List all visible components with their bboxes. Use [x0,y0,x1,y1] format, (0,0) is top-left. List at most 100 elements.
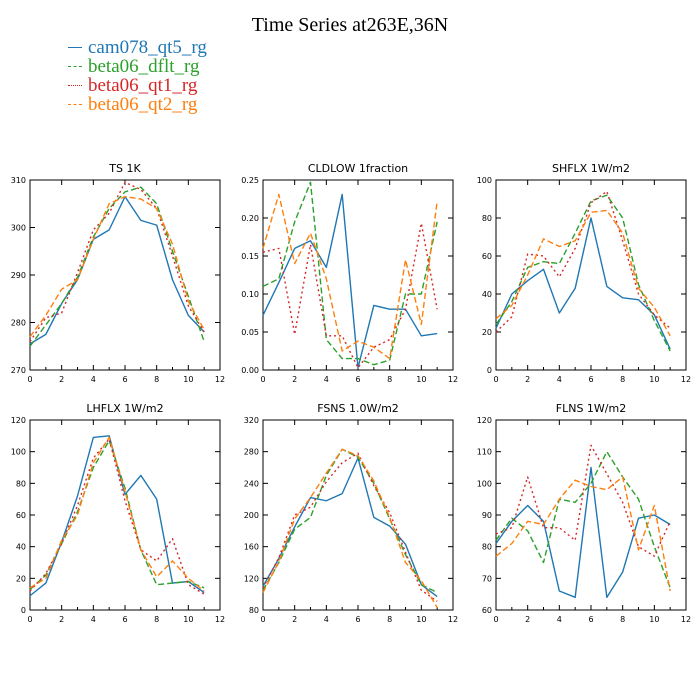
panel-title: FSNS 1.0W/m2 [317,402,399,415]
x-tick-label: 4 [91,375,96,384]
x-tick-label: 0 [493,615,498,624]
panel-6: FLNS 1W/m2 60 70 80 90 100 110 120 0 2 4 6 8 10 12 [477,402,691,624]
x-tick-label: 8 [620,375,625,384]
y-tick-label: 0.05 [241,328,259,337]
panel-4: LHFLX 1W/m2 0 20 40 60 80 100 120 0 2 4 6 8 10 12 [11,402,225,624]
legend-item-dflt: beta06_dflt_rg [68,57,207,76]
x-tick-label: 10 [416,615,426,624]
x-tick-label: 6 [588,375,593,384]
y-tick-label: 300 [11,224,26,233]
y-tick-label: 20 [16,574,26,583]
legend-item-qt2: beta06_qt2_rg [68,95,207,114]
y-tick-label: 160 [244,543,259,552]
series-line-beta06_dflt_rg [262,181,438,366]
panel-title: SHFLX 1W/m2 [552,162,630,175]
y-tick-label: 60 [482,606,492,615]
series-line-beta06_dflt_rg [262,448,438,594]
x-tick-label: 6 [355,375,360,384]
y-tick-label: 40 [16,543,26,552]
y-tick-label: 200 [244,511,259,520]
x-tick-label: 2 [292,375,297,384]
series-line-beta06_qt2_rg [495,476,671,592]
x-tick-label: 10 [649,615,659,624]
legend-swatch-qt2 [68,104,82,106]
x-tick-label: 10 [649,375,659,384]
series-line-beta06_qt2_rg [29,195,205,338]
series-line-cam078_qt5_rg [262,457,438,598]
series-line-beta06_qt1_rg [29,438,205,595]
y-tick-label: 0 [21,606,26,615]
series-line-beta06_qt1_rg [29,181,205,342]
y-tick-label: 120 [11,416,26,425]
x-tick-label: 2 [59,375,64,384]
series-line-beta06_qt1_rg [262,222,438,369]
x-tick-label: 8 [620,615,625,624]
x-tick-label: 4 [324,375,329,384]
x-tick-label: 4 [557,615,562,624]
y-tick-label: 0.25 [241,176,259,185]
x-tick-label: 8 [154,375,159,384]
series-line-beta06_qt1_rg [495,444,671,557]
y-tick-label: 0.15 [241,252,259,261]
legend-label-qt2: beta06_qt2_rg [88,94,198,115]
legend-label-dflt: beta06_dflt_rg [88,56,200,77]
x-tick-label: 8 [387,615,392,624]
series-line-cam078_qt5_rg [495,466,671,599]
legend-label-cam078: cam078_qt5_rg [88,37,207,58]
x-tick-label: 2 [525,615,530,624]
y-tick-label: 60 [482,252,492,261]
x-tick-label: 4 [91,615,96,624]
series-line-beta06_qt2_rg [495,209,671,337]
x-tick-label: 6 [122,615,127,624]
legend-swatch-dflt [68,66,82,68]
y-tick-label: 80 [482,214,492,223]
legend-label-qt1: beta06_qt1_rg [88,75,198,96]
plot-frame [29,179,221,371]
y-tick-label: 280 [11,319,26,328]
x-tick-label: 6 [355,615,360,624]
y-tick-label: 280 [244,448,259,457]
y-tick-label: 80 [482,543,492,552]
y-tick-label: 90 [482,511,492,520]
series-line-beta06_qt2_rg [262,448,438,608]
y-tick-label: 40 [482,290,492,299]
y-tick-label: 100 [11,448,26,457]
panel-1: TS 1K 270 280 290 300 310 0 2 4 6 8 10 12 [11,162,225,384]
x-tick-label: 0 [493,375,498,384]
x-tick-label: 4 [557,375,562,384]
x-tick-label: 12 [448,615,458,624]
y-tick-label: 120 [244,574,259,583]
y-tick-label: 20 [482,328,492,337]
x-tick-label: 6 [588,615,593,624]
panel-3: SHFLX 1W/m2 0 20 40 60 80 100 0 2 4 6 8 10 12 [477,162,691,384]
x-tick-label: 2 [292,615,297,624]
y-tick-label: 0 [487,366,492,375]
x-tick-label: 12 [681,375,691,384]
legend: cam078_qt5_rg beta06_dflt_rg beta06_qt1_… [68,38,207,114]
y-tick-label: 120 [477,416,492,425]
panel-title: LHFLX 1W/m2 [86,402,163,415]
figure-title: Time Series at263E,36N [251,14,449,36]
x-tick-label: 12 [681,615,691,624]
series-line-beta06_qt1_rg [495,190,671,333]
legend-swatch-cam078 [68,47,82,49]
y-tick-label: 0.20 [241,214,259,223]
plot-frame [495,419,687,611]
series-line-cam078_qt5_rg [29,435,205,597]
legend-swatch-qt1 [68,85,82,87]
y-tick-label: 320 [244,416,259,425]
x-tick-label: 4 [324,615,329,624]
x-tick-label: 10 [183,615,193,624]
y-tick-label: 70 [482,574,492,583]
x-tick-label: 12 [215,615,225,624]
y-tick-label: 110 [477,448,492,457]
y-tick-label: 0.00 [241,366,259,375]
y-tick-label: 80 [249,606,259,615]
x-tick-label: 0 [27,375,32,384]
x-tick-label: 8 [154,615,159,624]
panel-2: CLDLOW 1fraction 0.00 0.05 0.10 0.15 0.20 0.25… [241,162,458,384]
x-tick-label: 0 [260,375,265,384]
series-line-cam078_qt5_rg [29,195,205,345]
x-tick-label: 6 [122,375,127,384]
